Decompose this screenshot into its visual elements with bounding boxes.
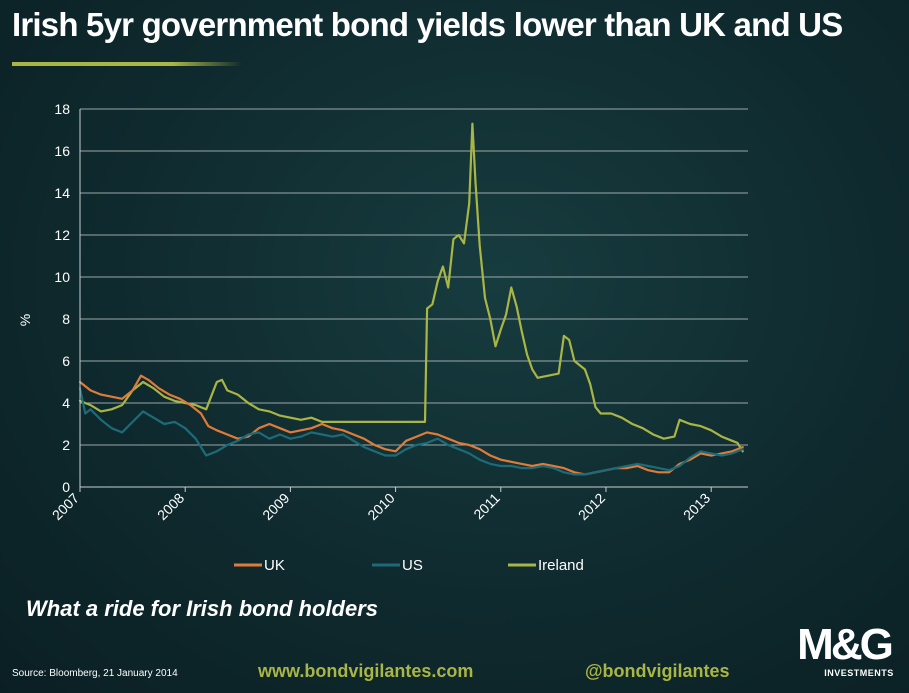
y-tick-label: 2 (62, 437, 70, 453)
y-tick-label: 14 (54, 185, 70, 201)
series-line-us (78, 387, 744, 476)
y-tick-labels: 0 2 4 6 8 10 12 14 16 18 (54, 101, 70, 495)
gridlines (80, 108, 748, 446)
legend-label-ireland: Ireland (538, 557, 584, 574)
x-tick-labels: 2007 2008 2009 2010 2011 2012 2013 (49, 490, 714, 523)
y-tick-label: 10 (54, 269, 70, 285)
source-note: Source: Bloomberg, 21 January 2014 (12, 668, 178, 679)
y-tick-label: 12 (54, 227, 70, 243)
x-tick-label: 2008 (154, 490, 187, 523)
mg-investments-logo: M&G INVESTMENTS (786, 622, 902, 686)
series-lines (78, 122, 744, 476)
chart-title: Irish 5yr government bond yields lower t… (12, 6, 843, 43)
legend: UK US Ireland (234, 557, 584, 574)
x-tick-label: 2010 (364, 490, 397, 523)
twitter-handle[interactable]: @bondvigilantes (585, 661, 730, 681)
legend-label-uk: UK (264, 557, 285, 574)
website-link[interactable]: www.bondvigilantes.com (258, 661, 474, 681)
y-tick-label: 8 (62, 311, 70, 327)
x-tick-label: 2007 (49, 490, 82, 523)
logo-subtext: INVESTMENTS (824, 668, 894, 678)
y-axis-label: % (17, 314, 33, 326)
y-tick-label: 4 (62, 395, 70, 411)
x-tick-label: 2009 (259, 490, 292, 523)
series-line-ireland (78, 122, 744, 453)
chart-subtitle: What a ride for Irish bond holders (26, 596, 379, 621)
yield-line-chart: 0 2 4 6 8 10 12 14 16 18 2007 2008 2009 2010 2011 2012… (17, 101, 748, 574)
series-line-uk (78, 374, 744, 476)
x-tick-label: 2011 (470, 490, 503, 523)
logo-mark: M&G (797, 620, 894, 669)
legend-label-us: US (402, 557, 423, 574)
x-tick-label: 2012 (575, 490, 608, 523)
axes (79, 109, 748, 492)
y-tick-label: 0 (62, 479, 70, 495)
x-tick-label: 2013 (680, 490, 713, 523)
y-tick-label: 6 (62, 353, 70, 369)
y-tick-label: 18 (54, 101, 70, 117)
title-underline (12, 62, 242, 66)
y-tick-label: 16 (54, 143, 70, 159)
